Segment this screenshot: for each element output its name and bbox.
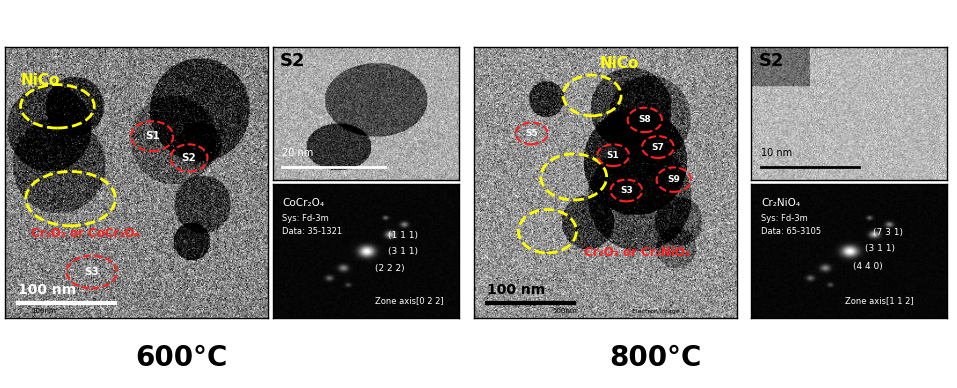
Text: 500nm: 500nm [553, 308, 577, 314]
Text: Cr₂NiO₄: Cr₂NiO₄ [761, 198, 800, 208]
Text: S8: S8 [638, 115, 651, 125]
Text: 800°C: 800°C [610, 345, 701, 372]
Text: Zone axis[0 2 2]: Zone axis[0 2 2] [375, 296, 444, 305]
Text: (4 4 0): (4 4 0) [854, 262, 883, 271]
Text: S9: S9 [667, 175, 680, 184]
Text: S2: S2 [759, 52, 785, 70]
Text: 10 nm: 10 nm [761, 148, 792, 158]
Text: S5: S5 [525, 129, 538, 138]
Text: (7 3 1): (7 3 1) [873, 228, 902, 237]
Text: 100 nm: 100 nm [18, 283, 76, 297]
Text: S2: S2 [182, 153, 196, 163]
Text: Data: 65-3105: Data: 65-3105 [761, 227, 821, 236]
Text: CoCr₂O₄: CoCr₂O₄ [282, 198, 324, 208]
Text: S7: S7 [652, 142, 664, 152]
Text: Sys: Fd-3m: Sys: Fd-3m [282, 214, 329, 223]
Text: 100nm: 100nm [32, 308, 56, 314]
Text: Electron Image 1: Electron Image 1 [632, 309, 685, 314]
Text: (2 2 2): (2 2 2) [375, 264, 405, 273]
Text: S3: S3 [620, 186, 633, 195]
Text: (3 1 1): (3 1 1) [865, 244, 895, 253]
Text: 100 nm: 100 nm [487, 283, 545, 297]
Text: NiCo: NiCo [600, 56, 639, 71]
Text: Cr₂O₃ or CoCr₂O₄: Cr₂O₃ or CoCr₂O₄ [32, 227, 140, 240]
Text: S2: S2 [280, 52, 305, 70]
Text: Zone axis[1 1 2]: Zone axis[1 1 2] [845, 296, 914, 305]
Text: (3 1 1): (3 1 1) [389, 247, 418, 256]
Text: NiCo: NiCo [21, 73, 60, 88]
Text: 600°C: 600°C [136, 345, 228, 372]
Text: S1: S1 [607, 151, 619, 160]
Text: S1: S1 [145, 131, 160, 141]
Text: Sys: Fd-3m: Sys: Fd-3m [761, 214, 808, 223]
Text: Data: 35-1321: Data: 35-1321 [282, 227, 343, 236]
Text: 20 nm: 20 nm [282, 148, 313, 158]
Text: (1 1 1): (1 1 1) [389, 231, 418, 240]
Text: Cr₂O₃ or Cr₂NiO₄: Cr₂O₃ or Cr₂NiO₄ [584, 246, 690, 259]
Text: S3: S3 [84, 267, 99, 277]
